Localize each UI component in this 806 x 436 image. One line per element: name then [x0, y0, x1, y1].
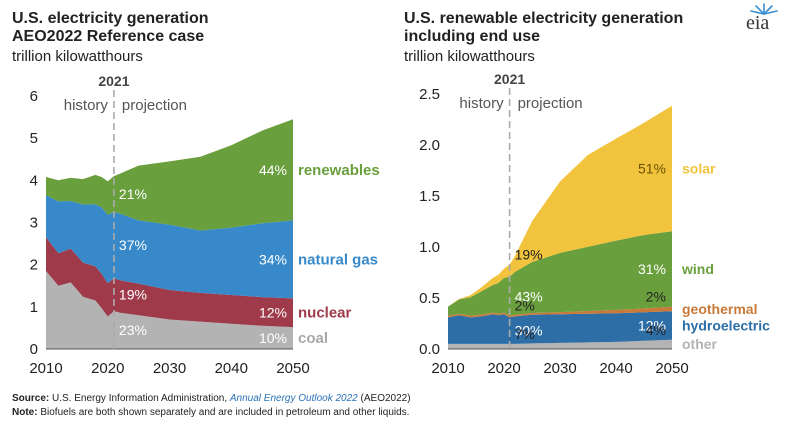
- right-chart-title: U.S. renewable electricity generation in…: [404, 10, 683, 46]
- left-chart-subtitle: trillion kilowatthours: [12, 48, 143, 65]
- source-suffix: (AEO2022): [360, 393, 411, 404]
- right-share-label-2050-hydroelectric: 12%: [638, 318, 666, 334]
- left-share-label-2050-natural-gas: 34%: [259, 251, 287, 267]
- source-text: U.S. Energy Information Administration,: [52, 393, 228, 404]
- right-share-label-2050-wind: 31%: [638, 261, 666, 277]
- left-area-natural-gas: [46, 195, 293, 299]
- note-line: Note: Biofuels are both shown separately…: [12, 406, 409, 419]
- logo-text: eia: [746, 12, 770, 34]
- right-share-label-2050-other: 4%: [646, 322, 666, 338]
- right-x-tick-label: 2040: [599, 360, 632, 377]
- note-text: Biofuels are both shown separately and a…: [40, 407, 410, 418]
- left-area-nuclear: [46, 237, 293, 328]
- right-x-tick-label: 2050: [655, 360, 688, 377]
- right-share-label-2050-geothermal: 2%: [646, 289, 666, 305]
- eia-logo: eia: [746, 3, 778, 35]
- left-legend-nuclear: nuclear: [298, 305, 352, 322]
- right-x-tick-label: 2020: [487, 360, 520, 377]
- left-projection-label: projection: [122, 97, 187, 114]
- source-label: Source:: [12, 393, 50, 404]
- right-y-tick-label: 1.0: [419, 239, 440, 256]
- left-y-tick-label: 0: [30, 341, 38, 358]
- right-share-label-2021-other: 7%: [515, 326, 535, 342]
- right-share-label-2021-geothermal: 2%: [515, 298, 535, 314]
- right-share-label-2021-wind: 43%: [515, 288, 543, 304]
- right-projection-label: projection: [518, 95, 583, 112]
- left-x-tick-label: 2050: [276, 360, 309, 377]
- right-history-label: history: [459, 95, 504, 112]
- right-legend-wind: wind: [681, 261, 714, 277]
- right-x-tick-label: 2010: [431, 360, 464, 377]
- right-area-hydroelectric: [448, 311, 672, 344]
- source-line: Source: U.S. Energy Information Administ…: [12, 392, 411, 405]
- left-history-label: history: [64, 97, 109, 114]
- left-legend-natural-gas: natural gas: [298, 251, 378, 268]
- right-area-solar: [448, 105, 672, 307]
- left-y-tick-label: 4: [30, 172, 38, 189]
- note-label: Note:: [12, 407, 38, 418]
- right-y-tick-label: 1.5: [419, 188, 440, 205]
- right-title-line2: including end use: [404, 28, 541, 45]
- right-area-other: [448, 339, 672, 349]
- right-legend-solar: solar: [682, 160, 716, 176]
- right-legend-other: other: [682, 336, 718, 352]
- left-share-label-2021-nuclear: 19%: [119, 287, 147, 303]
- left-share-label-2050-coal: 10%: [259, 330, 287, 346]
- left-divider-year: 2021: [98, 73, 129, 89]
- right-area-wind: [448, 231, 672, 316]
- sun-rays-icon: [750, 3, 778, 15]
- left-title-line1: U.S. electricity generation: [12, 10, 209, 27]
- left-x-tick-label: 2010: [29, 360, 62, 377]
- right-y-tick-label: 2.5: [419, 86, 440, 103]
- left-x-tick-label: 2040: [215, 360, 248, 377]
- right-y-tick-label: 2.0: [419, 137, 440, 154]
- left-share-label-2021-natural-gas: 37%: [119, 237, 147, 253]
- left-x-tick-label: 2030: [153, 360, 186, 377]
- left-share-label-2021-coal: 23%: [119, 322, 147, 338]
- source-report-link[interactable]: Annual Energy Outlook 2022: [229, 393, 358, 404]
- right-share-label-2021-hydroelectric: 30%: [515, 323, 543, 339]
- right-share-label-2050-solar: 51%: [638, 160, 666, 176]
- right-title-line1: U.S. renewable electricity generation: [404, 10, 684, 27]
- left-legend-coal: coal: [298, 330, 328, 347]
- left-share-label-2050-nuclear: 12%: [259, 305, 287, 321]
- right-area-geothermal: [448, 306, 672, 318]
- right-legend-hydroelectric: hydroelectric: [682, 318, 770, 334]
- right-y-tick-label: 0.0: [419, 341, 440, 358]
- right-y-tick-label: 0.5: [419, 290, 440, 307]
- right-share-label-2021-solar: 19%: [515, 247, 543, 263]
- left-y-tick-label: 3: [30, 215, 38, 232]
- right-legend-geothermal: geothermal: [682, 301, 757, 317]
- left-area-renewables: [46, 119, 293, 231]
- right-divider-year: 2021: [494, 71, 525, 87]
- left-y-tick-label: 2: [30, 257, 38, 274]
- left-area-coal: [46, 271, 293, 349]
- left-chart-title: U.S. electricity generation AEO2022 Refe…: [12, 10, 209, 46]
- left-y-tick-label: 1: [30, 299, 38, 316]
- left-y-tick-label: 6: [30, 88, 38, 105]
- left-share-label-2050-renewables: 44%: [259, 162, 287, 178]
- left-share-label-2021-renewables: 21%: [119, 186, 147, 202]
- left-title-line2: AEO2022 Reference case: [12, 28, 205, 45]
- left-x-tick-label: 2020: [91, 360, 124, 377]
- right-x-tick-label: 2030: [543, 360, 576, 377]
- left-y-tick-label: 5: [30, 130, 38, 147]
- left-legend-renewables: renewables: [298, 162, 380, 179]
- right-chart-subtitle: trillion kilowatthours: [404, 48, 535, 65]
